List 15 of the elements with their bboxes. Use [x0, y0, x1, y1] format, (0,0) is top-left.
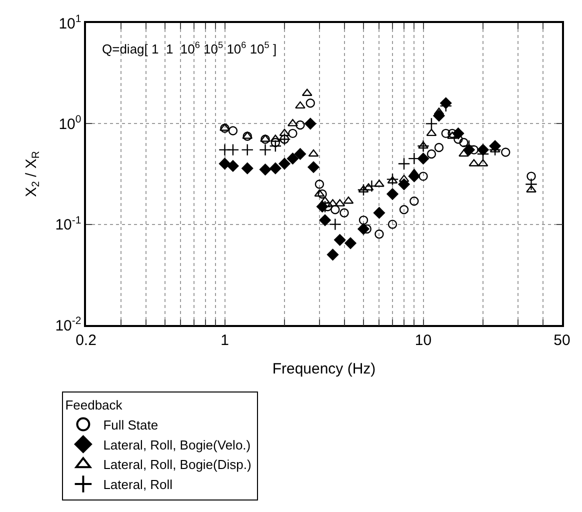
- text: Q=diag[ 1 1 10$^{6}$ 10$^{5}$ 10$^{6}$ 10$^{5}$ ]: [102, 40, 277, 56]
- y-tick-label: 10$^{0}$: [58, 114, 82, 133]
- legend-label: Full State: [103, 417, 158, 432]
- y-tick-label: 10$^{-2}$: [55, 314, 82, 334]
- x-axis-title: Frequency (Hz): [272, 360, 376, 378]
- y-tick-label: 10$^{1}$: [58, 12, 82, 32]
- legend-label: Lateral, Roll, Bogie(Velo.): [103, 437, 251, 452]
- x-tick-label: 10: [414, 332, 432, 349]
- x-tick-label: 0.2: [76, 332, 96, 349]
- legend-label: Lateral, Roll: [103, 477, 173, 492]
- x-tick-label: 1: [220, 332, 229, 349]
- legend-title: Feedback: [65, 397, 123, 412]
- x-tick-label: 50: [554, 332, 570, 349]
- legend-label: Lateral, Roll, Bogie(Disp.): [103, 457, 252, 472]
- y-tick-label: 10$^{-1}$: [55, 214, 82, 234]
